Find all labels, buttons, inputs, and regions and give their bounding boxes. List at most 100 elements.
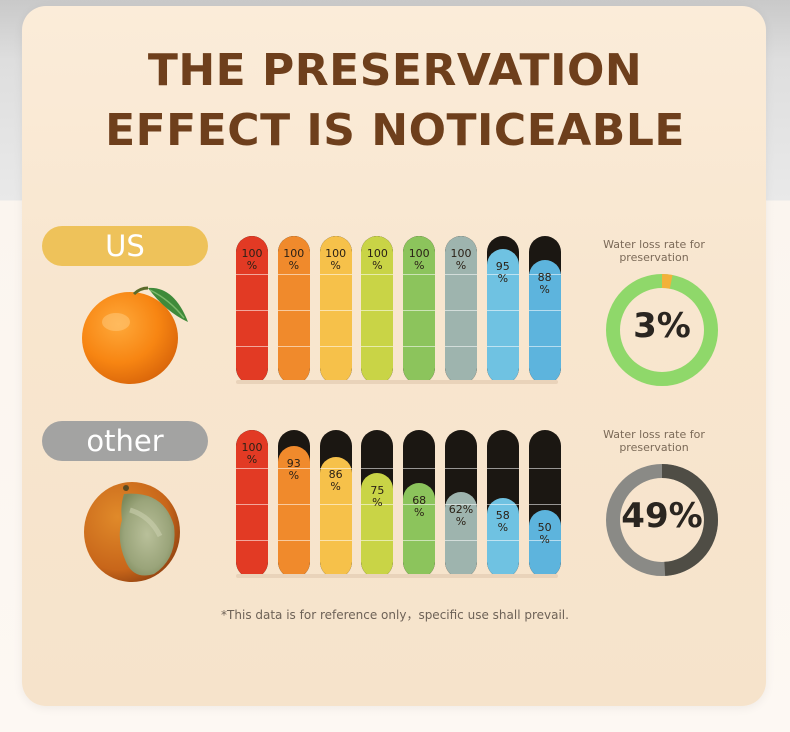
other-bar-4: 75% — [361, 430, 394, 578]
other-bar-gridline — [361, 504, 394, 505]
us-chart-baseline — [236, 380, 558, 384]
other-bar-value-label-4: 75% — [370, 484, 385, 509]
other-water-loss-donut — [606, 464, 718, 576]
other-chart-baseline — [236, 574, 558, 578]
other-bar-gridline — [277, 468, 310, 469]
other-bar-7: 58% — [486, 430, 519, 578]
other-bar-value-label-7: 58% — [495, 509, 510, 534]
us-bar-gridline — [528, 274, 561, 275]
footnote: *This data is for reference only，specifi… — [221, 608, 569, 622]
other-bar-gridline — [277, 540, 310, 541]
other-bar-gridline — [445, 468, 477, 469]
us-water-loss-value: 3% — [633, 306, 691, 346]
us-rate-label: Water loss rate for preservation — [603, 238, 705, 264]
us-label-pill: US — [42, 226, 208, 266]
other-bar-gridline — [236, 468, 268, 469]
other-bar-fill-8 — [528, 510, 561, 578]
us-bar-gridline — [445, 346, 477, 347]
other-bar-fill-6 — [445, 492, 477, 578]
other-bar-gridline — [528, 540, 561, 541]
other-bar-value-label-1: 100% — [241, 441, 263, 466]
us-bar-7: 95% — [486, 236, 519, 384]
us-bar-value-label-1: 100% — [241, 247, 263, 272]
other-bar-chart: 100% 93% 86% 75% 68% 62%% 58% 50% — [236, 430, 561, 580]
us-bar-gridline — [361, 346, 394, 347]
other-bar-gridline — [486, 468, 519, 469]
us-bar-gridline — [277, 310, 310, 311]
moldy-orange-image — [84, 482, 180, 582]
other-bar-fill-5 — [403, 483, 436, 578]
us-bar-fill-7 — [486, 249, 519, 384]
other-donut-segment — [606, 464, 718, 576]
us-bar-value-label-4: 100% — [366, 247, 388, 272]
us-bar-gridline — [277, 346, 310, 347]
other-bar-fill-3 — [319, 457, 352, 578]
other-rate-label: Water loss rate for preservation — [603, 428, 705, 454]
other-label-pill: other — [42, 421, 208, 461]
other-bar-2: 93% — [277, 430, 310, 578]
other-bar-gridline — [361, 540, 394, 541]
us-bar-chart: 100% 100% 100% 100% 100% 100% 95% 88% — [236, 236, 561, 386]
us-bar-gridline — [319, 310, 352, 311]
us-bar-value-label-7: 95% — [495, 260, 510, 285]
us-donut-segment — [606, 274, 718, 386]
other-bar-fill-4 — [361, 473, 394, 578]
other-bar-value-label-8: 50% — [537, 521, 552, 546]
other-bar-gridline — [319, 540, 352, 541]
other-bar-gridline — [403, 468, 436, 469]
us-bar-gridline — [445, 274, 477, 275]
us-bar-gridline — [236, 310, 268, 311]
other-bar-gridline — [236, 504, 268, 505]
us-bar-value-label-8: 88% — [537, 271, 552, 296]
other-bar-gridline — [403, 540, 436, 541]
us-bar-gridline — [277, 274, 310, 275]
us-bar-gridline — [361, 310, 394, 311]
us-bar-gridline — [403, 346, 436, 347]
other-bar-gridline — [361, 468, 394, 469]
us-bar-gridline — [236, 274, 268, 275]
other-bar-fill-7 — [486, 498, 519, 578]
us-bar-6: 100% — [445, 236, 477, 384]
us-bar-gridline — [445, 310, 477, 311]
other-bar-gridline — [445, 540, 477, 541]
other-bar-gridline — [486, 504, 519, 505]
us-bar-gridline — [486, 310, 519, 311]
us-bar-2: 100% — [277, 236, 310, 384]
us-bar-fill-8 — [528, 260, 561, 384]
title-line-1: THE PRESERVATION — [147, 45, 643, 96]
other-bar-value-label-2: 93% — [286, 457, 301, 482]
us-bar-gridline — [528, 310, 561, 311]
us-bar-gridline — [403, 310, 436, 311]
us-bar-value-label-6: 100% — [450, 247, 472, 272]
other-bar-gridline — [277, 504, 310, 505]
other-bar-gridline — [319, 504, 352, 505]
title-line-2: EFFECT IS NOTICEABLE — [105, 105, 685, 156]
other-bar-gridline — [236, 540, 268, 541]
us-bar-gridline — [486, 346, 519, 347]
us-bar-1: 100% — [236, 236, 268, 384]
us-bar-gridline — [319, 346, 352, 347]
other-bar-gridline — [445, 504, 477, 505]
other-bar-value-label-6: 62%% — [448, 503, 474, 528]
us-bar-gridline — [361, 274, 394, 275]
other-bar-value-label-3: 86% — [328, 468, 343, 493]
us-bar-8: 88% — [528, 236, 561, 384]
other-bar-gridline — [403, 504, 436, 505]
us-bar-value-label-5: 100% — [408, 247, 430, 272]
us-bar-value-label-2: 100% — [283, 247, 305, 272]
other-bar-1: 100% — [236, 430, 268, 578]
us-bar-3: 100% — [319, 236, 352, 384]
us-bar-5: 100% — [403, 236, 436, 384]
us-bar-value-label-3: 100% — [325, 247, 347, 272]
us-bar-4: 100% — [361, 236, 394, 384]
us-bar-gridline — [486, 274, 519, 275]
other-bar-8: 50% — [528, 430, 561, 578]
other-bar-gridline — [528, 468, 561, 469]
other-bar-gridline — [319, 468, 352, 469]
other-bar-3: 86% — [319, 430, 352, 578]
us-water-loss-donut — [606, 274, 718, 386]
us-bar-gridline — [403, 274, 436, 275]
other-bar-6: 62%% — [445, 430, 477, 578]
us-bar-gridline — [528, 346, 561, 347]
other-bar-gridline — [486, 540, 519, 541]
